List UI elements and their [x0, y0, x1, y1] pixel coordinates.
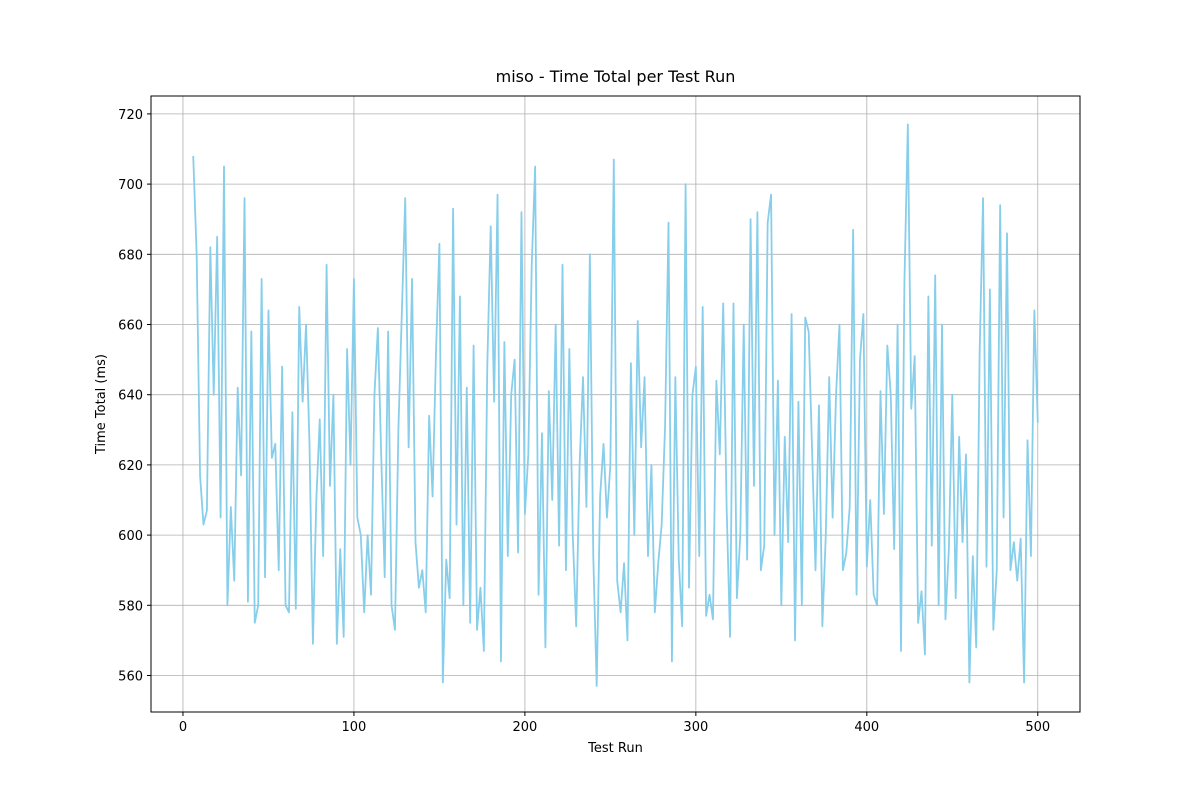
y-tick-label: 600 [118, 529, 143, 544]
axes-frame [150, 95, 1081, 713]
y-tick-label: 720 [118, 108, 143, 123]
y-tick-label: 620 [118, 459, 143, 474]
y-axis-label: Time Total (ms) [94, 354, 109, 455]
ticks: 0 100 200 300 400 500 560 580 600 620 640 660 680 700… [118, 108, 1050, 735]
y-tick-label: 580 [118, 599, 143, 614]
y-tick-label: 560 [118, 669, 143, 684]
x-tick-label: 100 [342, 720, 367, 735]
data-line [192, 123, 1039, 687]
x-tick-label: 200 [512, 720, 537, 735]
y-tick-label: 640 [118, 389, 143, 404]
plot-area [192, 123, 1039, 687]
x-axis-label: Test Run [587, 741, 643, 756]
x-tick-label: 500 [1025, 720, 1050, 735]
y-tick-label: 700 [118, 178, 143, 193]
chart-title: miso - Time Total per Test Run [496, 67, 736, 86]
y-tick-label: 660 [118, 318, 143, 333]
x-tick-label: 300 [683, 720, 708, 735]
x-tick-label: 0 [179, 720, 187, 735]
y-tick-label: 680 [118, 248, 143, 263]
x-tick-label: 400 [854, 720, 879, 735]
